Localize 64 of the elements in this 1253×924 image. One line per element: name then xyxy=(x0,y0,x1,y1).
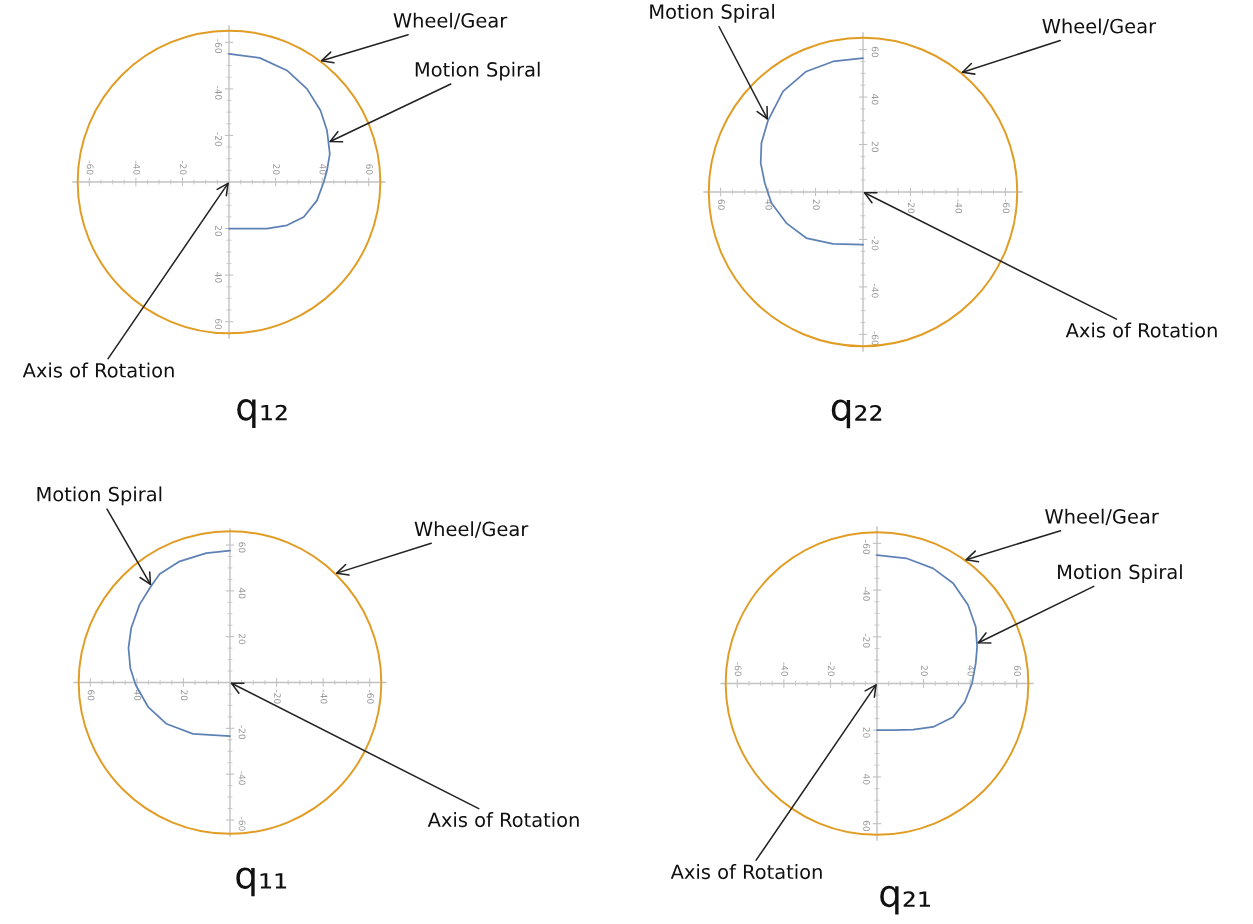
y-tick-label: 20 xyxy=(238,633,246,645)
x-tick-label: -60 xyxy=(367,689,374,704)
text: Axis of Rotation xyxy=(670,864,822,880)
x-tick-label: 60 xyxy=(87,690,95,701)
x-tick-label: 60 xyxy=(1014,665,1021,676)
text: q₂₁ xyxy=(880,885,930,915)
y-tick-label: 20 xyxy=(863,727,870,738)
text: Wheel/Gear xyxy=(414,521,529,538)
x-tick-label: 40 xyxy=(319,164,327,175)
y-tick-label: -40 xyxy=(863,587,870,601)
y-tick-label: 40 xyxy=(863,773,870,785)
y-tick-label: -20 xyxy=(238,725,246,740)
x-tick-label: 20 xyxy=(180,690,188,701)
y-tick-label: -20 xyxy=(863,633,870,648)
y-tick-label: -40 xyxy=(215,85,222,100)
y-tick-label: -60 xyxy=(863,540,870,555)
y-tick-label: -20 xyxy=(871,236,879,251)
annotation: Motion Spiral xyxy=(1058,564,1182,583)
x-tick-label: -60 xyxy=(734,662,742,676)
x-tick-label: -20 xyxy=(179,160,187,175)
y-tick-label: 60 xyxy=(238,542,246,553)
text: q₁₁ xyxy=(236,867,287,897)
line-series xyxy=(127,549,231,737)
y-tick-label: -60 xyxy=(215,39,222,54)
x-tick-label: -20 xyxy=(827,662,835,676)
text: Axis of Rotation xyxy=(22,362,174,378)
y-tick-label: 40 xyxy=(871,94,879,105)
x-tick-label: -60 xyxy=(86,160,94,175)
x-tick-label: -40 xyxy=(781,662,789,676)
y-tick-label: 20 xyxy=(215,225,222,237)
y-tick-label: 60 xyxy=(215,318,222,330)
x-tick-label: 20 xyxy=(920,665,928,676)
text: q₁₂ xyxy=(237,399,287,428)
x-tick-label: 60 xyxy=(717,199,725,210)
y-tick-label: -60 xyxy=(871,331,879,346)
y-tick-label: -40 xyxy=(238,771,246,785)
annotation: Motion Spiral xyxy=(415,61,540,81)
text: q₂₂ xyxy=(831,399,882,429)
x-tick-label: 20 xyxy=(272,164,280,175)
x-tick-label: -40 xyxy=(133,160,141,175)
text: Wheel/Gear xyxy=(1042,18,1157,35)
text: Axis of Rotation xyxy=(427,812,579,828)
line-series xyxy=(876,554,978,732)
y-tick-label: 20 xyxy=(871,141,879,152)
text: Wheel/Gear xyxy=(1045,508,1159,526)
y-tick-label: 40 xyxy=(215,272,222,283)
x-tick-label: -20 xyxy=(907,199,915,214)
y-tick-label: -60 xyxy=(238,816,246,831)
y-tick-label: 60 xyxy=(871,46,879,58)
y-tick-label: 60 xyxy=(863,820,870,832)
x-tick-label: -40 xyxy=(955,199,963,214)
x-tick-label: -20 xyxy=(273,689,281,704)
y-tick-label: 40 xyxy=(238,587,246,599)
x-tick-label: 60 xyxy=(366,164,373,175)
annotation: Motion Spiral xyxy=(37,486,162,506)
x-tick-label: -40 xyxy=(320,689,328,704)
x-tick-label: 40 xyxy=(967,665,975,676)
text: Wheel/Gear xyxy=(393,12,508,30)
annotation: Motion Spiral xyxy=(650,3,774,23)
y-tick-label: -20 xyxy=(215,132,222,147)
text: Axis of Rotation xyxy=(1065,322,1217,338)
x-tick-label: -60 xyxy=(1002,199,1010,214)
y-tick-label: -40 xyxy=(871,283,879,298)
x-tick-label: 20 xyxy=(812,199,820,210)
